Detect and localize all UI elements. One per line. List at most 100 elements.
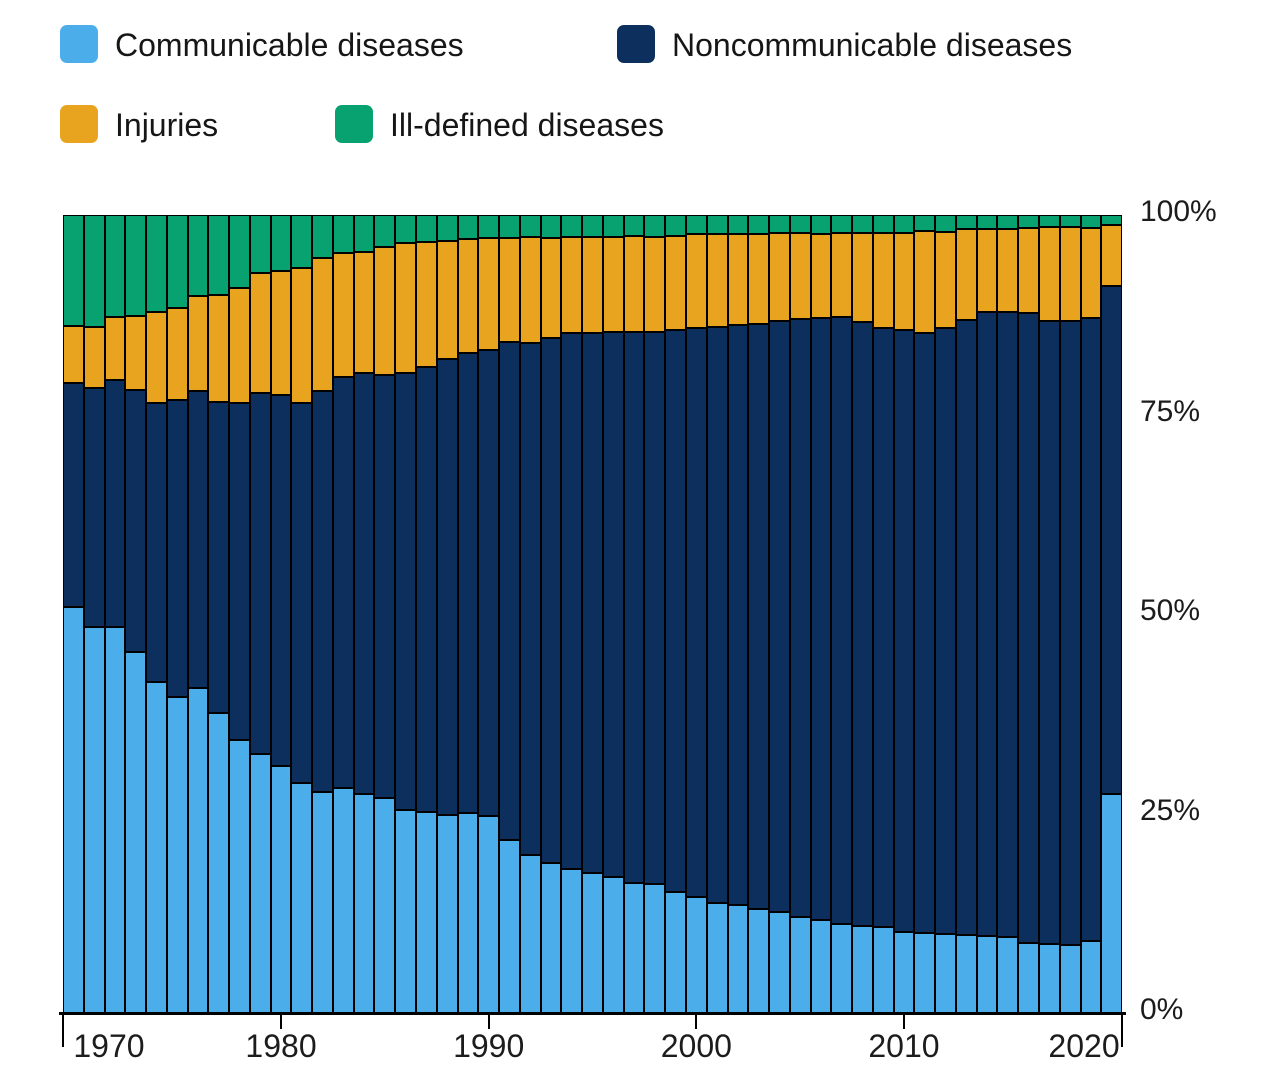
bar-1998-segment-communicable-diseases[interactable] (644, 883, 666, 1013)
bar-1979-segment-communicable-diseases[interactable] (249, 753, 271, 1013)
bar-1979-segment-ill-defined-diseases[interactable] (249, 215, 271, 274)
bar-2008-segment-communicable-diseases[interactable] (852, 926, 873, 1013)
bar-2003-segment-injuries[interactable] (748, 234, 770, 324)
bar-2016-segment-ill-defined-diseases[interactable] (1018, 215, 1039, 228)
bar-1972-segment-injuries[interactable] (104, 317, 126, 381)
bar-1994-segment-injuries[interactable] (561, 237, 583, 334)
bar-1981-segment-communicable-diseases[interactable] (291, 783, 313, 1013)
bar-1987[interactable] (416, 215, 437, 1013)
bar-2005-segment-communicable-diseases[interactable] (789, 917, 811, 1013)
bar-1997-segment-ill-defined-diseases[interactable] (623, 215, 645, 236)
bar-2006-segment-noncommunicable-diseases[interactable] (810, 317, 832, 920)
bar-1989-segment-communicable-diseases[interactable] (457, 812, 479, 1013)
bar-1976-segment-injuries[interactable] (187, 296, 209, 392)
bar-2007-segment-injuries[interactable] (831, 233, 853, 318)
bar-1972-segment-ill-defined-diseases[interactable] (104, 215, 126, 318)
bar-2012-segment-injuries[interactable] (935, 231, 956, 328)
bar-1975-segment-ill-defined-diseases[interactable] (166, 215, 188, 309)
bar-2019-segment-communicable-diseases[interactable] (1080, 941, 1102, 1013)
bar-1979-segment-injuries[interactable] (249, 273, 271, 393)
bar-1971-segment-communicable-diseases[interactable] (83, 626, 105, 1013)
bar-1996-segment-ill-defined-diseases[interactable] (602, 215, 624, 238)
bar-1994-segment-communicable-diseases[interactable] (561, 868, 583, 1013)
bar-1980-segment-noncommunicable-diseases[interactable] (270, 395, 292, 767)
bar-1982-segment-ill-defined-diseases[interactable] (312, 215, 333, 259)
bar-1972-segment-noncommunicable-diseases[interactable] (104, 380, 126, 627)
bar-2018-segment-injuries[interactable] (1059, 226, 1081, 322)
bar-2014[interactable] (976, 215, 998, 1013)
bar-1994-segment-noncommunicable-diseases[interactable] (561, 333, 583, 869)
bar-2000-segment-communicable-diseases[interactable] (685, 896, 707, 1013)
bar-1997[interactable] (623, 215, 645, 1013)
bar-1996-segment-communicable-diseases[interactable] (602, 876, 624, 1013)
bar-1978[interactable] (229, 215, 250, 1013)
bar-1976-segment-ill-defined-diseases[interactable] (187, 215, 209, 297)
bar-2019-segment-injuries[interactable] (1080, 227, 1102, 318)
bar-2007[interactable] (831, 215, 853, 1013)
bar-2006[interactable] (810, 215, 832, 1013)
bar-2002-segment-injuries[interactable] (727, 234, 749, 326)
bar-1993[interactable] (540, 215, 562, 1013)
bar-1999-segment-injuries[interactable] (665, 235, 686, 330)
bar-1991-segment-ill-defined-diseases[interactable] (499, 215, 520, 239)
bar-2013-segment-communicable-diseases[interactable] (955, 934, 977, 1013)
bar-2006-segment-injuries[interactable] (810, 234, 832, 318)
bar-2004-segment-ill-defined-diseases[interactable] (769, 215, 790, 234)
bar-1992-segment-injuries[interactable] (519, 237, 541, 344)
bar-1982-segment-injuries[interactable] (312, 258, 333, 392)
bar-2013-segment-noncommunicable-diseases[interactable] (955, 320, 977, 935)
bar-1996-segment-injuries[interactable] (602, 237, 624, 332)
bar-1997-segment-communicable-diseases[interactable] (623, 882, 645, 1013)
bar-1985-segment-injuries[interactable] (374, 246, 396, 375)
bar-1987-segment-communicable-diseases[interactable] (416, 811, 437, 1013)
bar-1980[interactable] (270, 215, 292, 1013)
bar-2008-segment-injuries[interactable] (852, 233, 873, 322)
bar-1997-segment-noncommunicable-diseases[interactable] (623, 331, 645, 883)
bar-2007-segment-communicable-diseases[interactable] (831, 923, 853, 1013)
bar-1971-segment-noncommunicable-diseases[interactable] (83, 388, 105, 627)
bar-1990-segment-noncommunicable-diseases[interactable] (478, 349, 500, 816)
bar-1996-segment-noncommunicable-diseases[interactable] (602, 331, 624, 877)
bar-2003[interactable] (748, 215, 770, 1013)
bar-1989-segment-ill-defined-diseases[interactable] (457, 215, 479, 239)
bar-1984-segment-noncommunicable-diseases[interactable] (353, 373, 375, 795)
bar-1985-segment-communicable-diseases[interactable] (374, 798, 396, 1013)
bar-2005[interactable] (789, 215, 811, 1013)
bar-2014-segment-communicable-diseases[interactable] (976, 936, 998, 1013)
bar-2011-segment-injuries[interactable] (914, 230, 936, 334)
bar-1971-segment-injuries[interactable] (83, 326, 105, 389)
bar-1972-segment-communicable-diseases[interactable] (104, 626, 126, 1013)
bar-2002-segment-ill-defined-diseases[interactable] (727, 215, 749, 235)
bar-1985-segment-ill-defined-diseases[interactable] (374, 215, 396, 247)
bar-2017-segment-noncommunicable-diseases[interactable] (1038, 321, 1060, 944)
bar-1980-segment-injuries[interactable] (270, 270, 292, 396)
bar-1993-segment-communicable-diseases[interactable] (540, 862, 562, 1013)
bar-2011-segment-communicable-diseases[interactable] (914, 933, 936, 1013)
bar-1974-segment-ill-defined-diseases[interactable] (146, 215, 167, 313)
bar-1981[interactable] (291, 215, 313, 1013)
bar-1973-segment-communicable-diseases[interactable] (125, 652, 147, 1013)
bar-1983-segment-noncommunicable-diseases[interactable] (332, 377, 354, 788)
bar-2019-segment-ill-defined-diseases[interactable] (1080, 215, 1102, 228)
bar-1984[interactable] (353, 215, 375, 1013)
bar-2012-segment-communicable-diseases[interactable] (935, 934, 956, 1013)
bar-1987-segment-injuries[interactable] (416, 242, 437, 367)
bar-2015-segment-ill-defined-diseases[interactable] (997, 215, 1019, 229)
bar-1970-segment-noncommunicable-diseases[interactable] (63, 383, 84, 607)
bar-1975-segment-injuries[interactable] (166, 308, 188, 401)
bar-1973-segment-injuries[interactable] (125, 316, 147, 390)
bar-1985-segment-noncommunicable-diseases[interactable] (374, 374, 396, 799)
bar-1977-segment-communicable-diseases[interactable] (208, 712, 230, 1013)
bar-1970-segment-ill-defined-diseases[interactable] (63, 215, 84, 326)
bar-1974-segment-injuries[interactable] (146, 312, 167, 403)
bar-2015-segment-noncommunicable-diseases[interactable] (997, 311, 1019, 938)
bar-2003-segment-ill-defined-diseases[interactable] (748, 215, 770, 235)
bar-1986[interactable] (395, 215, 417, 1013)
bar-1975[interactable] (166, 215, 188, 1013)
bar-2010-segment-noncommunicable-diseases[interactable] (893, 329, 915, 932)
bar-2005-segment-noncommunicable-diseases[interactable] (789, 318, 811, 918)
bar-2009-segment-noncommunicable-diseases[interactable] (872, 327, 894, 927)
bar-1997-segment-injuries[interactable] (623, 235, 645, 332)
bar-1993-segment-injuries[interactable] (540, 238, 562, 338)
bar-1991-segment-injuries[interactable] (499, 238, 520, 342)
